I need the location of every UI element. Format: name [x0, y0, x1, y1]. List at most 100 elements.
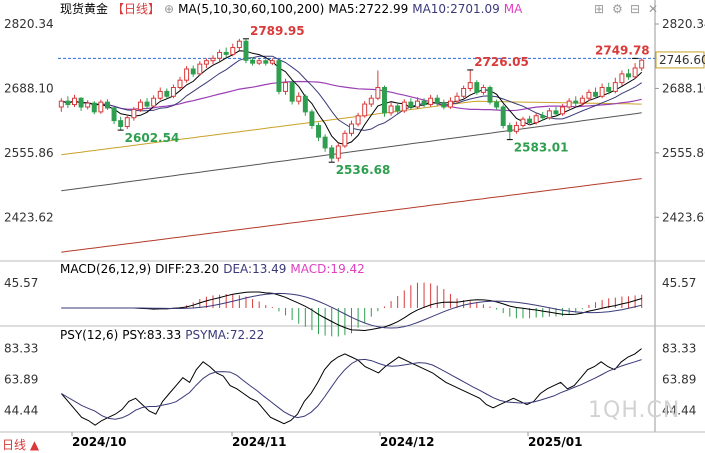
- psy-tick-right-1: 63.89: [662, 372, 696, 386]
- settings-icon[interactable]: ⚙: [612, 2, 623, 16]
- candle-body-22: [203, 60, 209, 65]
- close-icon[interactable]: ✕: [648, 2, 659, 16]
- macd-dea-line: [61, 292, 642, 329]
- candle-body-24: [217, 51, 223, 59]
- y-tick-left-0: 2820.34: [4, 17, 54, 31]
- x-tick-label-0: 2024/10: [72, 435, 126, 449]
- annotation-1: 2602.54: [125, 131, 180, 145]
- ma-more-label: MA: [503, 2, 523, 16]
- watermark: 1QH.CN: [588, 398, 681, 423]
- candle-body-52: [401, 101, 407, 112]
- candle-body-50: [388, 105, 394, 114]
- candle-body-0: [58, 100, 64, 108]
- candle-body-77: [566, 100, 572, 108]
- candle-body-30: [256, 60, 262, 64]
- candle-body-45: [355, 115, 361, 125]
- candle-body-59: [447, 100, 453, 108]
- ma100-line: [61, 112, 642, 192]
- candle-body-53: [408, 101, 414, 108]
- candle-body-83: [606, 87, 612, 92]
- candle-body-66: [494, 101, 500, 108]
- candle-body-40: [322, 136, 328, 149]
- candle-body-39: [316, 125, 322, 138]
- annotation-2: 2536.68: [336, 163, 391, 177]
- annotation-3: 2726.05: [474, 55, 529, 69]
- add-icon[interactable]: ⊞: [594, 2, 605, 16]
- candle-body-79: [579, 97, 585, 104]
- candle-body-68: [507, 125, 513, 132]
- candle-body-58: [441, 102, 447, 108]
- candle-body-84: [612, 82, 618, 92]
- candle-body-10: [124, 117, 130, 127]
- candle-body-17: [170, 87, 176, 97]
- candle-body-75: [553, 110, 559, 115]
- candle-body-65: [487, 87, 493, 103]
- candle-body-34: [283, 82, 289, 92]
- candle-body-86: [626, 73, 631, 78]
- candle-body-5: [91, 102, 97, 113]
- candle-body-4: [85, 102, 91, 108]
- candle-body-44: [349, 123, 354, 134]
- candle-body-61: [461, 87, 467, 97]
- ma10-line: [61, 55, 642, 131]
- candle-body-80: [586, 91, 592, 99]
- candle-body-46: [362, 103, 368, 117]
- candle-body-51: [395, 105, 401, 112]
- macd-label: MACD(26,12,9): [60, 262, 152, 276]
- period-switch-label[interactable]: 日线 ▲: [2, 438, 40, 452]
- period-label[interactable]: 【日线】: [112, 2, 161, 16]
- macd-header: MACD(26,12,9) DIFF:23.20 DEA:13.49 MACD:19.…: [60, 262, 369, 276]
- candle-body-21: [197, 63, 203, 75]
- candle-body-64: [480, 87, 486, 93]
- annotation-0: 2789.95: [250, 24, 305, 38]
- dropdown-icon[interactable]: ⊕: [164, 2, 175, 16]
- candle-body-6: [98, 101, 104, 113]
- annotation-4: 2583.01: [514, 141, 569, 155]
- ma5-line: [61, 50, 643, 146]
- x-tick-label-1: 2024/11: [232, 435, 286, 449]
- candle-body-82: [599, 87, 605, 97]
- psy-tick-right-0: 83.33: [662, 342, 696, 356]
- candle-body-78: [573, 100, 579, 104]
- candle-body-13: [144, 101, 150, 107]
- psy-tick-right-2: 44.44: [662, 403, 696, 417]
- candle-body-76: [560, 106, 566, 115]
- macd-tick-left: 45.57: [4, 276, 38, 290]
- candle-body-74: [546, 110, 552, 119]
- candle-body-37: [302, 95, 308, 113]
- candle-body-41: [329, 147, 335, 159]
- candle-body-9: [118, 120, 124, 127]
- candle-body-12: [137, 101, 143, 110]
- candle-body-20: [190, 68, 196, 75]
- candle-body-49: [381, 87, 387, 114]
- candle-body-32: [269, 60, 275, 64]
- candle-body-36: [296, 95, 302, 102]
- macd-diff: DIFF:23.20: [155, 262, 220, 276]
- y-tick-left-2: 2555.86: [4, 146, 54, 160]
- candle-body-11: [131, 108, 137, 119]
- psy-tick-left-1: 63.89: [4, 372, 38, 386]
- last-price-box: [655, 51, 705, 69]
- ma5-value: MA5:2722.99: [328, 2, 409, 16]
- y-tick-left-1: 2688.10: [4, 81, 54, 95]
- candle-body-2: [72, 97, 77, 106]
- candle-body-3: [78, 97, 84, 108]
- candle-body-27: [236, 40, 242, 49]
- psyma-line: [61, 358, 642, 420]
- psy-label: PSY(12,6): [60, 328, 119, 342]
- candle-body-87: [632, 67, 638, 78]
- candle-body-31: [263, 60, 269, 64]
- ma30-line: [61, 80, 642, 112]
- candle-body-35: [289, 82, 295, 102]
- candle-body-81: [593, 91, 599, 97]
- candle-body-62: [467, 82, 473, 89]
- candle-body-56: [428, 97, 434, 106]
- candle-body-26: [230, 47, 236, 55]
- minimize-icon[interactable]: ⊟: [630, 2, 641, 16]
- candle-body-67: [500, 106, 506, 127]
- candle-body-43: [342, 132, 348, 147]
- ma-label: MA(5,10,30,60,100,200): [178, 2, 325, 16]
- candle-body-48: [375, 87, 381, 99]
